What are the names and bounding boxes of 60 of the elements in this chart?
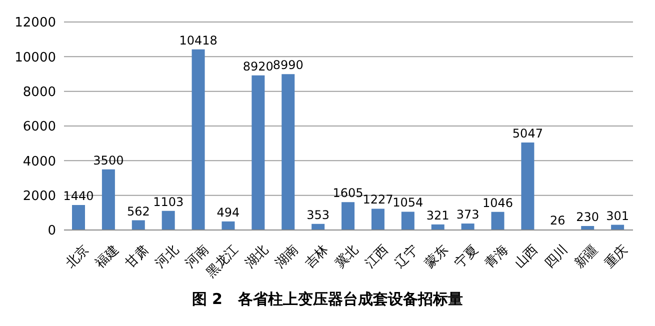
data-label: 1227 [362, 192, 394, 207]
x-tick-label: 吉林 [302, 242, 332, 272]
x-tick-label: 北京 [63, 242, 92, 272]
bar [222, 221, 235, 230]
data-label: 1605 [332, 186, 364, 200]
bar [72, 205, 85, 230]
bar [312, 224, 325, 230]
bar [252, 75, 265, 230]
x-tick-label: 宁夏 [452, 242, 482, 272]
bar [401, 212, 414, 230]
data-label: 301 [606, 208, 630, 223]
y-tick-label: 4000 [22, 154, 56, 170]
x-tick-label: 四川 [542, 242, 572, 272]
x-tick-label: 福建 [92, 242, 122, 272]
data-label: 353 [306, 208, 330, 222]
x-tick-label: 冀北 [332, 242, 362, 272]
bar [132, 220, 145, 230]
bar [162, 210, 175, 230]
data-label: 5047 [512, 126, 543, 141]
y-tick-label: 10000 [14, 50, 56, 66]
x-tick-label: 江西 [362, 242, 392, 272]
data-label: 26 [550, 214, 566, 228]
text: 图 2 各省柱上变压器台成套设备招标量 [190, 290, 464, 309]
x-tick-label: 新疆 [572, 242, 602, 272]
y-tick-label: 2000 [22, 188, 56, 204]
data-label: 373 [456, 208, 480, 222]
bar [461, 224, 474, 230]
data-label: 3500 [93, 153, 124, 168]
data-label: 8990 [272, 58, 304, 72]
data-label: 562 [126, 204, 150, 218]
x-tick-label: 甘肃 [122, 242, 152, 272]
y-tick-label: 6000 [22, 120, 56, 135]
x-tick-label: 山西 [512, 242, 542, 272]
bar [521, 142, 534, 230]
x-tick-label: 青海 [482, 242, 512, 272]
bar [431, 224, 444, 230]
data-label: 1054 [392, 196, 424, 210]
bar [491, 212, 504, 230]
data-label: 321 [426, 208, 450, 222]
data-label: 8920 [242, 59, 274, 74]
x-tick-label: 重庆 [602, 242, 632, 272]
y-tick-label: 8000 [22, 84, 56, 100]
data-label: 10418 [179, 33, 218, 48]
data-label: 1103 [153, 194, 184, 209]
x-tick-label: 辽宁 [392, 242, 422, 272]
bar [371, 208, 384, 230]
x-tick-label: 湖南 [272, 242, 302, 272]
x-tick-label: 蒙东 [422, 242, 452, 272]
bar [102, 169, 115, 230]
data-label: 494 [216, 205, 240, 220]
x-tick-label: 湖北 [242, 242, 272, 272]
bar [342, 202, 355, 230]
y-tick-label: 0 [48, 224, 56, 239]
x-tick-label: 河北 [152, 242, 182, 272]
data-label: 1440 [63, 189, 94, 204]
bar [282, 74, 295, 230]
data-label: 1046 [482, 196, 514, 210]
bar [192, 49, 205, 230]
data-label: 230 [576, 210, 600, 224]
y-tick-label: 12000 [14, 16, 56, 31]
